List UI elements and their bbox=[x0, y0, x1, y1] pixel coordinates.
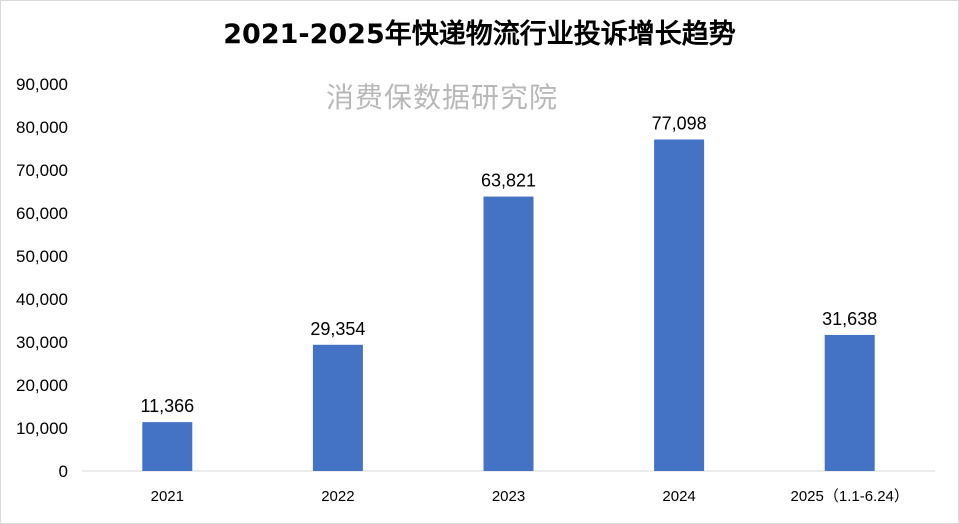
watermark-text: 消费保数据研究院 bbox=[326, 81, 559, 114]
y-tick-label: 10,000 bbox=[16, 419, 68, 438]
x-tick-label: 2021 bbox=[151, 488, 184, 505]
bar bbox=[312, 344, 363, 471]
y-tick-label: 60,000 bbox=[16, 204, 68, 223]
x-tick-label: 2024 bbox=[662, 488, 695, 505]
bar bbox=[483, 196, 534, 471]
y-tick-label: 0 bbox=[59, 462, 68, 481]
data-label: 31,638 bbox=[822, 309, 877, 329]
data-label: 11,366 bbox=[140, 396, 194, 416]
y-tick-label: 20,000 bbox=[16, 376, 68, 395]
bar bbox=[824, 334, 875, 471]
y-tick-label: 90,000 bbox=[16, 75, 68, 94]
data-label: 77,098 bbox=[652, 113, 707, 133]
y-tick-label: 70,000 bbox=[16, 161, 68, 180]
y-tick-label: 80,000 bbox=[16, 118, 68, 137]
y-tick-label: 40,000 bbox=[16, 290, 68, 309]
data-label: 29,354 bbox=[310, 319, 365, 339]
chart-title: 2021-2025年快递物流行业投诉增长趋势 bbox=[223, 19, 736, 50]
x-tick-label: 2022 bbox=[321, 488, 354, 505]
x-tick-label: 2023 bbox=[492, 488, 525, 505]
y-tick-label: 50,000 bbox=[16, 247, 68, 266]
y-tick-label: 30,000 bbox=[16, 333, 68, 352]
bar bbox=[142, 422, 193, 471]
data-label: 63,821 bbox=[481, 171, 536, 191]
x-tick-label: 2025（1.1-6.24） bbox=[790, 488, 908, 505]
bar bbox=[654, 139, 705, 471]
